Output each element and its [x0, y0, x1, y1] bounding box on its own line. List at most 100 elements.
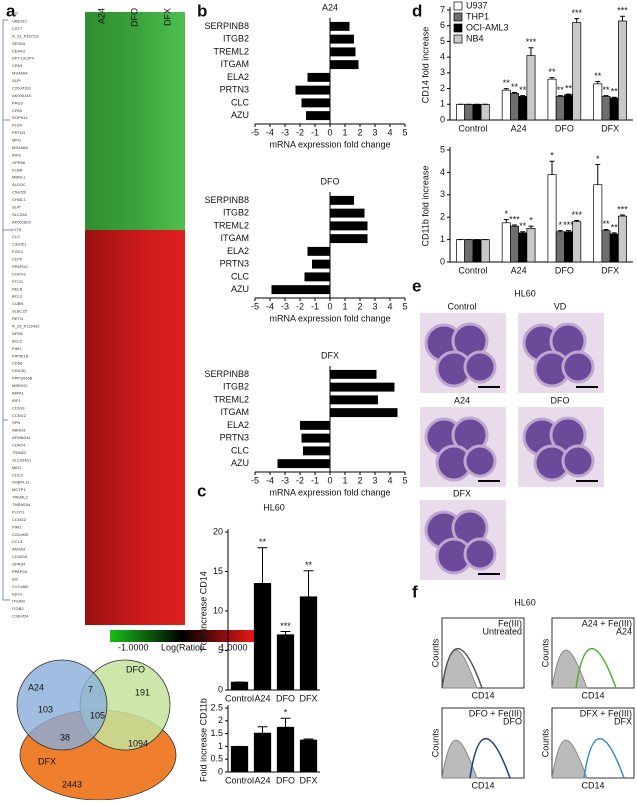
dendrogram	[2, 19, 12, 601]
cell	[561, 444, 595, 478]
error-bar	[603, 229, 609, 231]
y-tick-label: 1	[218, 741, 223, 751]
legend-swatch	[453, 12, 463, 22]
y-tick-label: 2.5	[210, 702, 223, 712]
bar	[299, 596, 318, 691]
bar	[230, 681, 249, 691]
x-tick-label: 3	[372, 301, 377, 311]
bar	[312, 259, 330, 269]
gene-label: SLBC25	[12, 309, 28, 314]
error-bar	[574, 18, 580, 23]
error-bar	[603, 95, 609, 97]
bar	[526, 228, 536, 263]
gene-label: DPY19L2P4	[12, 56, 35, 61]
bar	[295, 85, 330, 95]
gene-label: CPA3	[12, 63, 23, 68]
colorbar-title: Log(Ratio)	[161, 642, 203, 652]
y-tick-label: 0	[218, 684, 223, 694]
x-tick-label: -5	[251, 301, 259, 311]
x-axis-label: mRNA expression fold change	[269, 139, 390, 149]
legend-label: THP1	[466, 11, 489, 21]
bar	[271, 285, 330, 295]
x-tick-label: 0	[327, 127, 332, 137]
error-bar	[503, 88, 509, 91]
bar	[480, 239, 490, 263]
micro-title: HL60	[514, 288, 536, 298]
venn-count: 103	[38, 704, 53, 714]
error-bar	[611, 232, 617, 234]
gene-label: C5orf20	[12, 190, 27, 195]
bar	[330, 21, 350, 31]
x-tick-label: -4	[266, 127, 274, 137]
hist-line	[575, 647, 617, 689]
gene-label: ITGAM	[12, 599, 25, 604]
y-tick-label: 1	[440, 99, 445, 109]
gene-label: MEI1	[12, 465, 22, 470]
bar	[299, 739, 318, 773]
bar	[253, 582, 272, 691]
x-tick-label: -3	[281, 475, 289, 485]
hist-x-label: CD14	[471, 780, 494, 790]
significance: **	[305, 560, 313, 570]
bar	[253, 732, 272, 773]
y-axis-label: Fold increase CD11b	[198, 698, 208, 782]
category-label: ITGAM	[221, 233, 250, 243]
gene-label: ABHD3	[12, 428, 26, 433]
error-bar	[566, 230, 571, 232]
bar	[306, 111, 330, 121]
category-label: ELA2	[227, 72, 249, 82]
hist-fill	[441, 649, 478, 689]
y-tick-label: 0.5	[210, 754, 223, 764]
gene-label: CKN3D	[12, 368, 26, 373]
bar	[330, 408, 398, 418]
significance: **	[565, 83, 573, 93]
x-axis-label: mRNA expression fold change	[269, 487, 390, 497]
category-label: ITGB2	[223, 382, 249, 392]
x-tick-label: -1	[311, 127, 319, 137]
gene-label: PTCD	[12, 279, 23, 284]
y-tick-label: 6	[440, 20, 445, 30]
x-tick-label: DFX	[300, 775, 318, 785]
gene-label: CHI3L1	[12, 197, 26, 202]
x-tick-label: 4	[387, 127, 392, 137]
error-bar	[595, 164, 601, 185]
gene-label: CCNG2	[12, 413, 27, 418]
panel-label: e	[412, 276, 421, 295]
legend-swatch	[453, 23, 463, 33]
gene-label: RETN	[12, 316, 23, 321]
gene-label: CD109	[12, 405, 25, 410]
gene-label: SPN	[12, 420, 20, 425]
category-label: ITGAM	[221, 407, 250, 417]
gene-label: UBE2E1	[12, 19, 28, 24]
gene-label: NFKB	[12, 331, 23, 336]
venn-count: 38	[60, 732, 70, 742]
significance: **	[594, 71, 602, 81]
micro-label: Control	[447, 301, 476, 311]
gene-label: LY75	[12, 227, 22, 232]
x-tick-label: 5	[402, 127, 407, 137]
gene-label: C17orf66	[12, 584, 29, 589]
bar	[555, 96, 565, 121]
bar	[330, 195, 354, 205]
error-bar	[595, 81, 601, 84]
hist-frame	[441, 617, 525, 689]
cell	[463, 350, 497, 384]
bar	[518, 232, 528, 263]
gene-label: TREML2	[12, 495, 29, 500]
bar	[526, 55, 536, 121]
micro-label: DFO	[551, 395, 570, 405]
error-bar	[303, 738, 314, 740]
x-tick-label: 3	[372, 475, 377, 485]
micro-label: VD	[554, 301, 567, 311]
cell	[561, 350, 595, 384]
gene-label: RELB	[12, 286, 23, 291]
bar	[330, 60, 359, 70]
legend-label: U937	[466, 0, 488, 10]
hist-x-label: CD14	[471, 690, 494, 700]
x-tick-label: -2	[296, 475, 304, 485]
significance: ***	[571, 210, 582, 220]
x-tick-label: 1	[342, 301, 347, 311]
hist-legend: A24	[616, 626, 632, 636]
category-label: TREML2	[213, 46, 249, 56]
bar	[303, 446, 330, 456]
